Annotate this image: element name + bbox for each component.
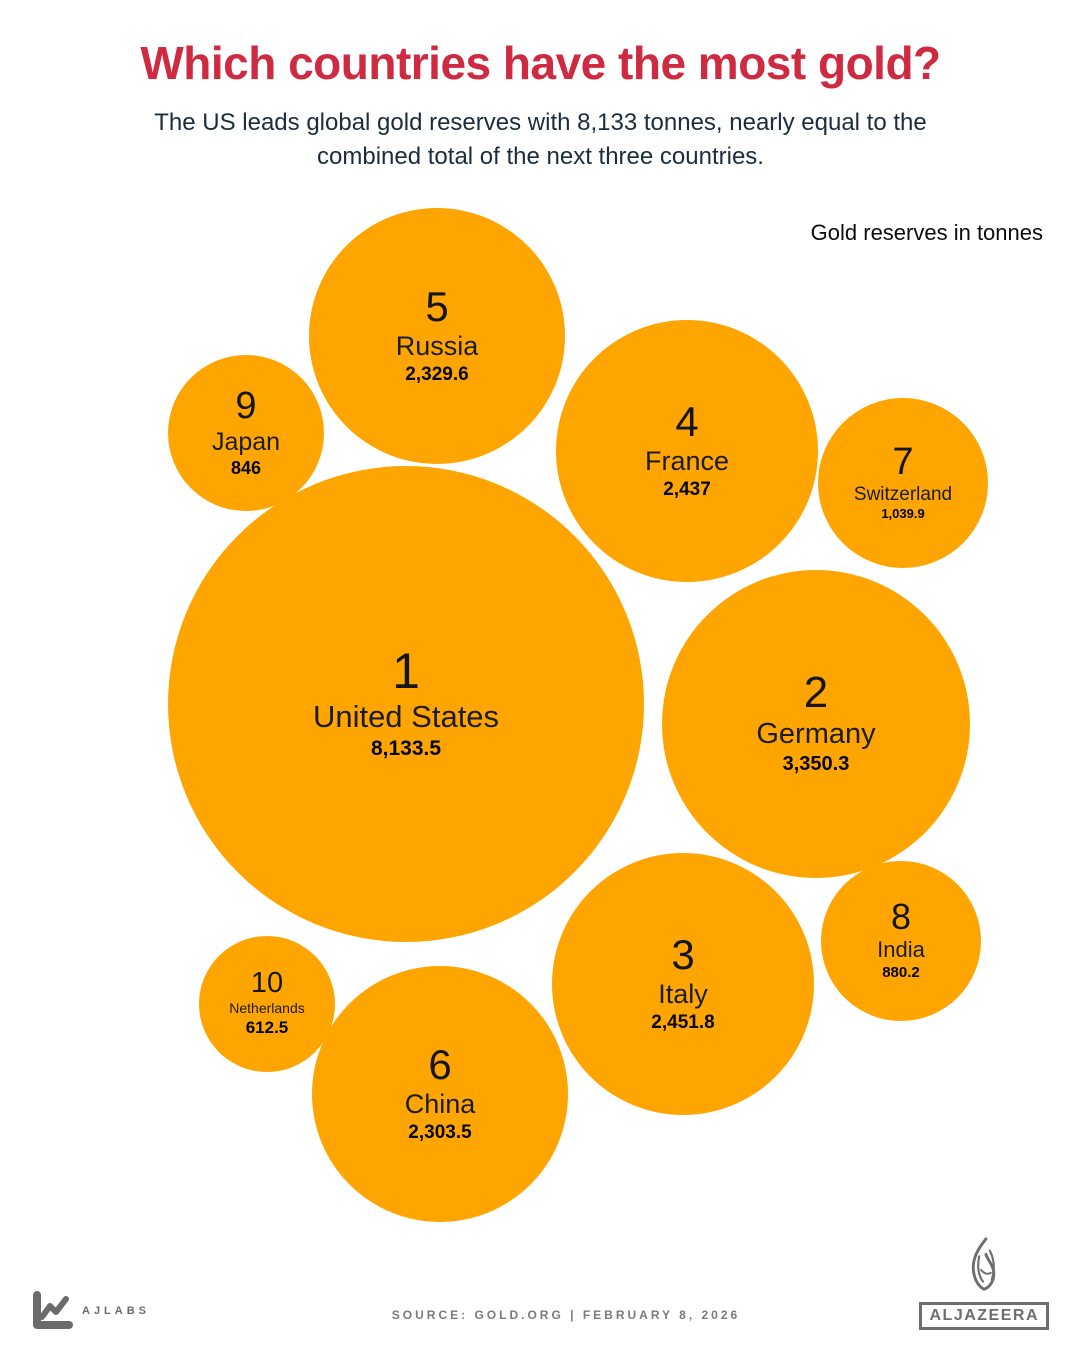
bubble-rank: 2 [803,667,829,717]
bubble-country: Italy [658,978,708,1009]
bubble-united-states: 1 United States 8,133.5 [168,466,644,942]
ajlabs-logo: AJLABS [28,1288,150,1334]
bubble-value: 2,329.6 [405,363,469,385]
bubble-value: 8,133.5 [370,736,442,760]
header: Which countries have the most gold? The … [0,0,1081,174]
bubble-rank: 9 [235,384,257,427]
aljazeera-flame-icon [972,1237,996,1291]
bubble-country: Japan [211,427,281,456]
ajlabs-chart-icon [33,1291,73,1329]
bubble-china: 6 China 2,303.5 [312,966,568,1222]
bubble-value: 880.2 [882,964,920,982]
bubble-rank: 10 [250,967,284,1000]
bubble-country: Netherlands [229,1000,305,1017]
bubble-country: Switzerland [853,484,953,506]
bubble-country: United States [312,698,500,734]
bubble-rank: 7 [892,441,914,484]
bubble-germany: 2 Germany 3,350.3 [662,570,970,878]
bubble-country: Germany [756,717,876,750]
source-text: SOURCE: GOLD.ORG | FEBRUARY 8, 2026 [391,1308,741,1322]
footer: AJLABS SOURCE: GOLD.ORG | FEBRUARY 8, 20… [0,1220,1081,1350]
bubble-value: 2,451.8 [651,1011,715,1033]
bubble-value: 2,437 [663,478,711,500]
bubble-rank: 8 [890,896,912,938]
bubble-country: Russia [395,330,479,361]
bubble-russia: 5 Russia 2,329.6 [309,208,565,464]
page-title: Which countries have the most gold? [140,37,941,89]
bubble-rank: 4 [675,397,699,445]
ajlabs-label: AJLABS [82,1305,151,1317]
bubble-country: France [644,445,730,476]
unit-label: Gold reserves in tonnes [810,220,1043,245]
bubble-netherlands: 10 Netherlands 612.5 [199,936,335,1072]
bubble-india: 8 India 880.2 [821,861,981,1021]
bubble-france: 4 France 2,437 [556,320,818,582]
bubble-country: India [877,937,925,963]
aljazeera-logo: ALJAZEERA [919,1237,1049,1330]
bubble-value: 2,303.5 [408,1121,472,1143]
bubble-italy: 3 Italy 2,451.8 [552,853,814,1115]
bubble-value: 612.5 [245,1018,289,1038]
bubble-rank: 5 [425,282,449,330]
bubble-country: China [404,1088,476,1119]
bubble-rank: 3 [671,930,695,978]
bubble-value: 846 [230,458,262,478]
aljazeera-wordmark: ALJAZEERA [919,1302,1049,1330]
bubble-rank: 1 [392,642,420,699]
bubble-switzerland: 7 Switzerland 1,039.9 [818,398,988,568]
bubble-japan: 9 Japan 846 [168,355,324,511]
page-subtitle: The US leads global gold reserves with 8… [154,109,927,171]
bubble-rank: 6 [428,1040,452,1088]
bubble-value: 3,350.3 [782,753,850,776]
bubble-value: 1,039.9 [881,506,925,522]
